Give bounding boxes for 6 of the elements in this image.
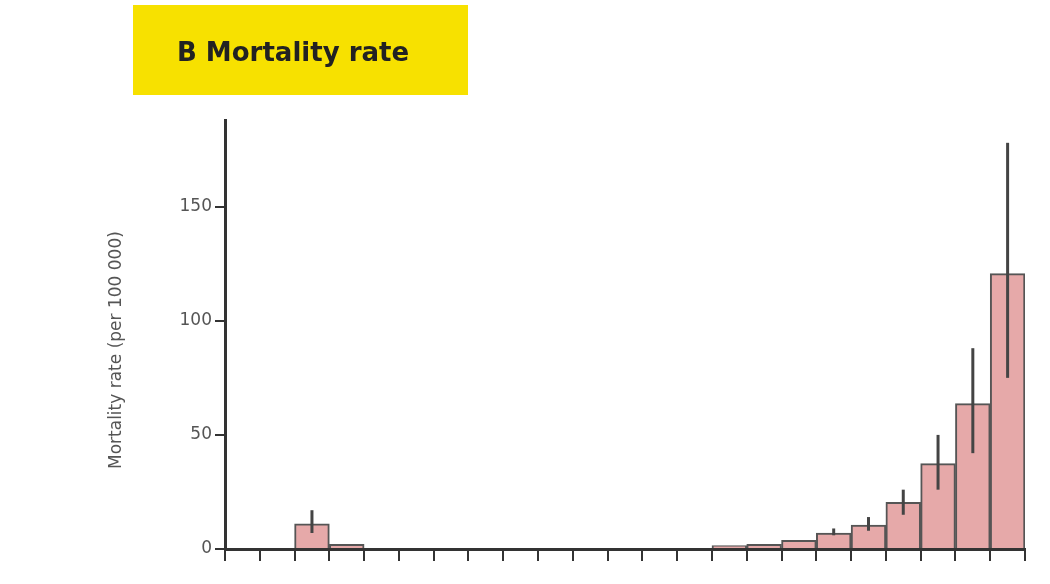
y-axis-title: Mortality rate (per 100 000) — [104, 230, 126, 471]
y-tick-label: 50 — [190, 423, 212, 444]
chart-title: B Mortality rate — [133, 5, 468, 95]
y-tick-label: 100 — [179, 309, 212, 330]
y-tick-label: 150 — [179, 195, 212, 216]
y-tick-label: 0 — [201, 537, 212, 558]
